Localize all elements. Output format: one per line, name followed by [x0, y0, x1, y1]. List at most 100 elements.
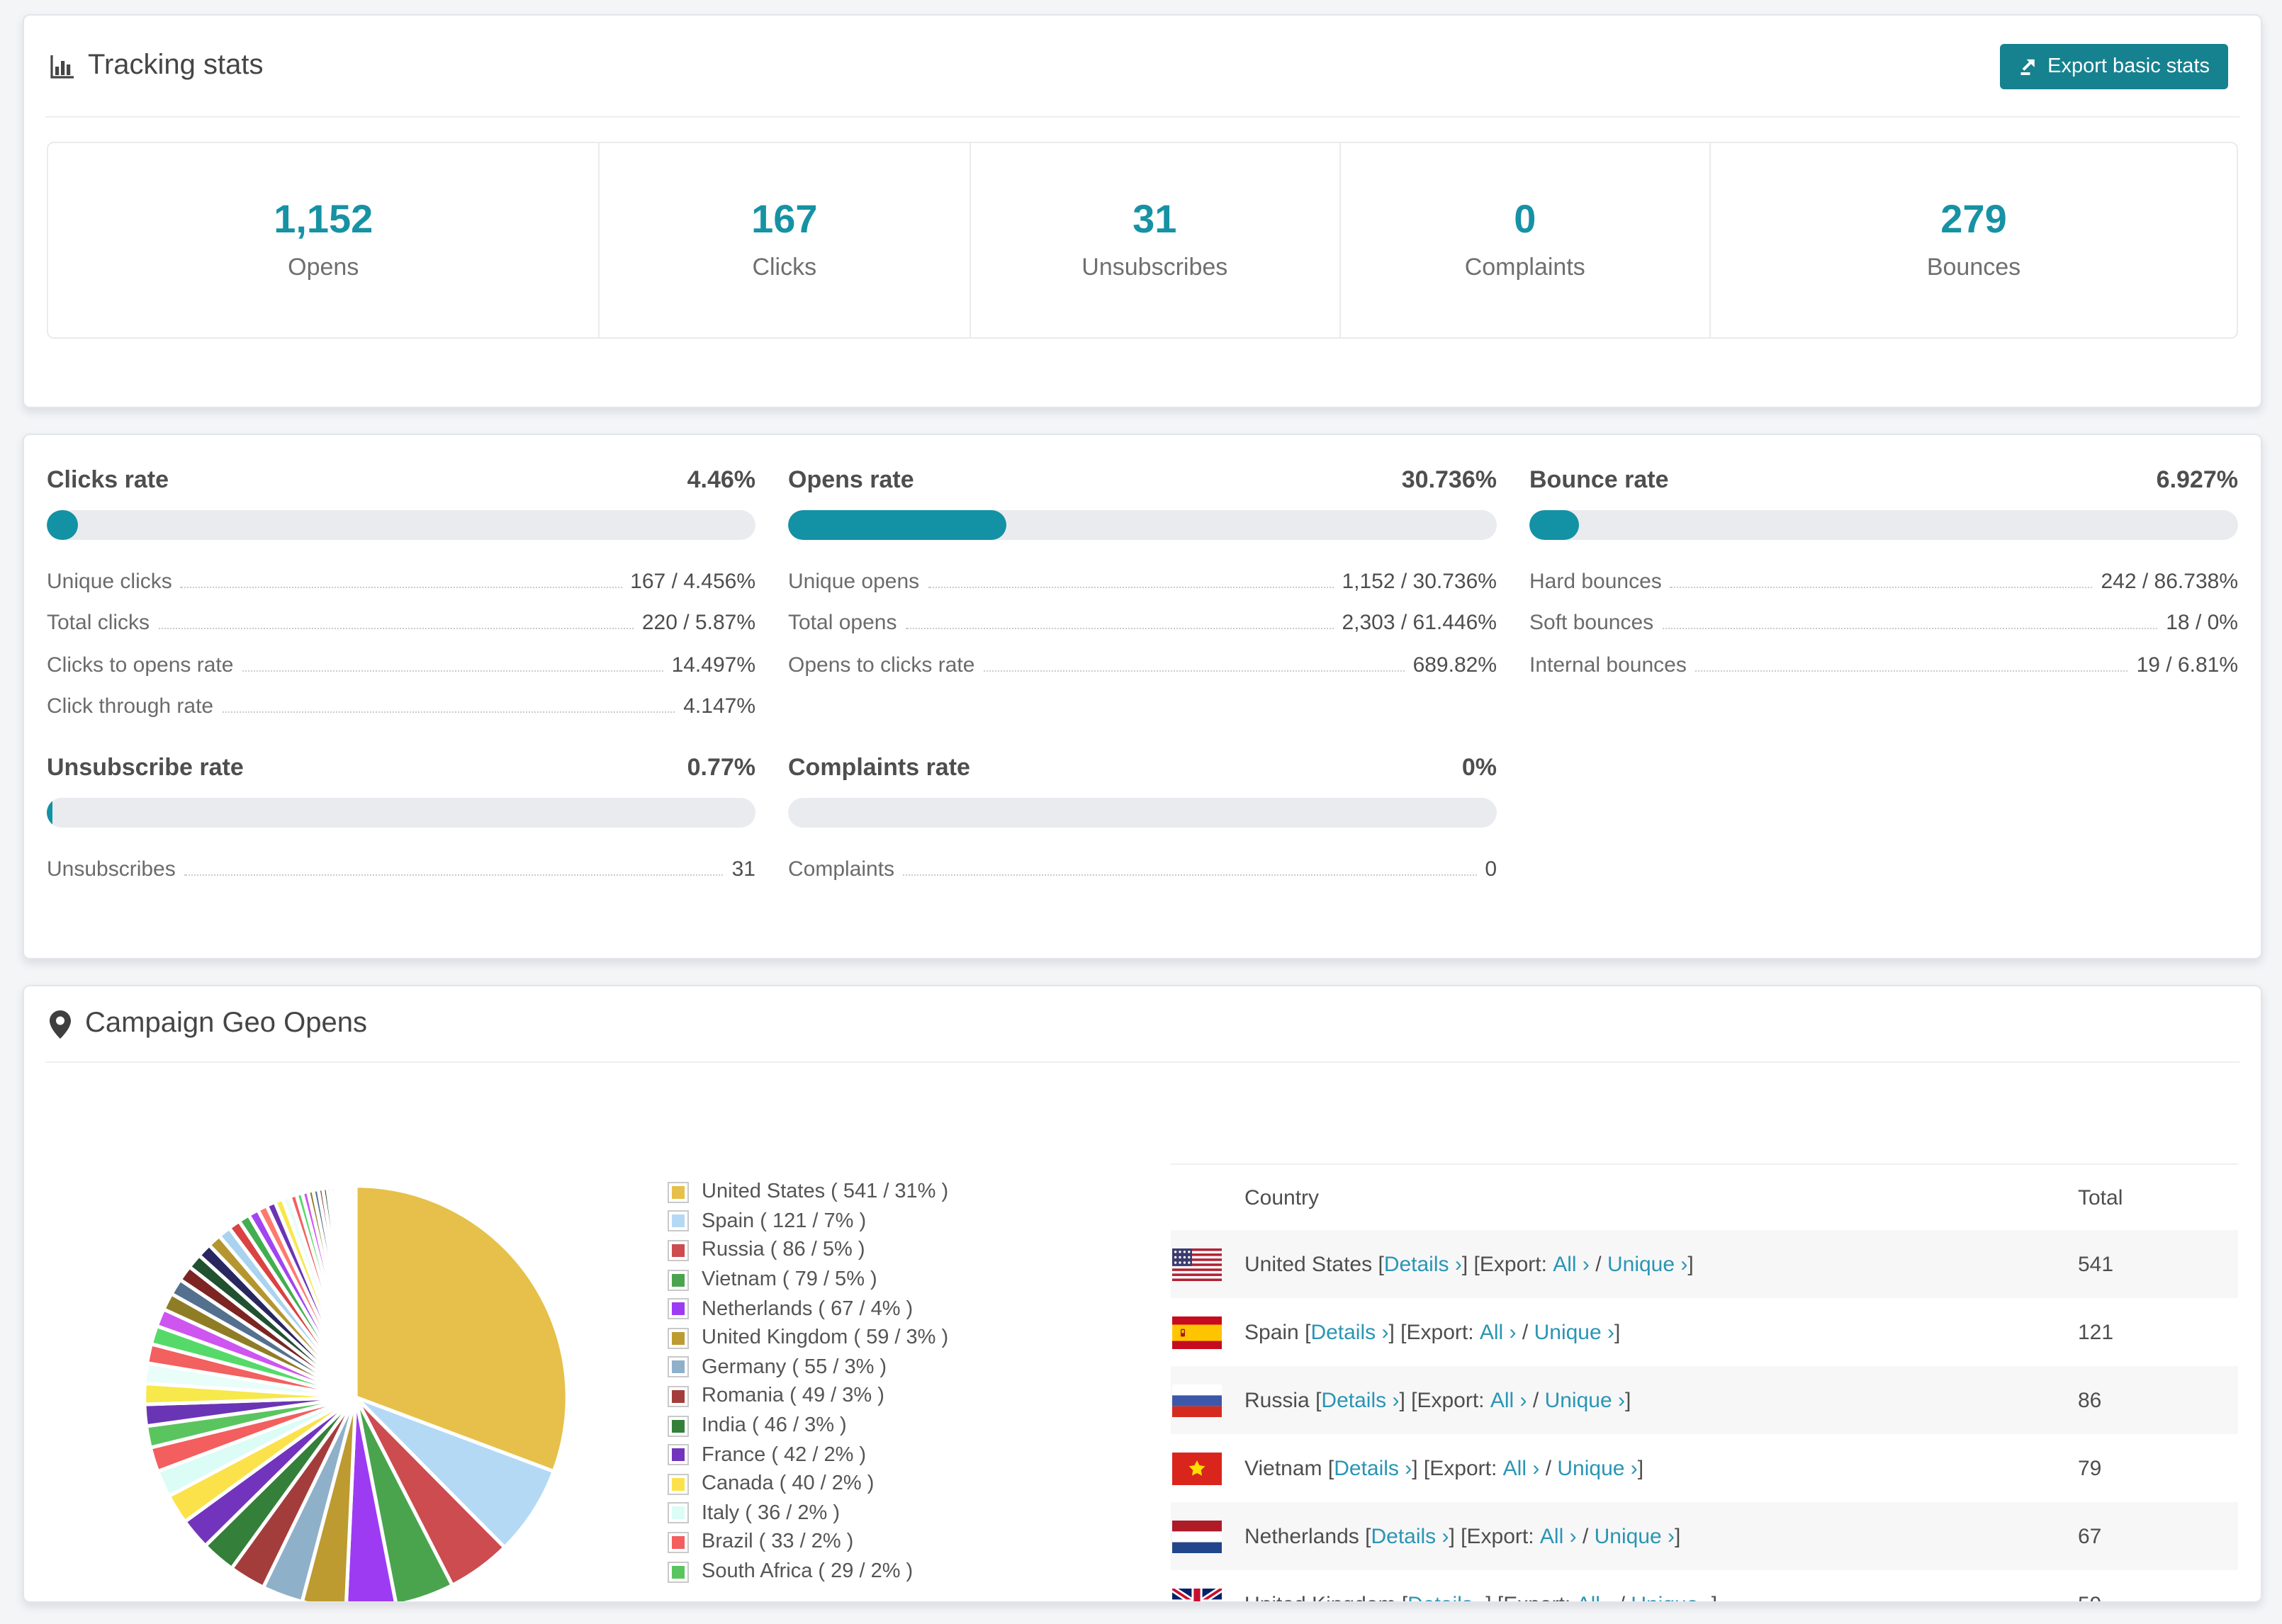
legend-label: Spain ( 121 / 7% ) [702, 1209, 867, 1233]
export-basic-stats-button[interactable]: Export basic stats [1999, 44, 2228, 89]
bar-chart-icon [50, 53, 75, 79]
export-all-link[interactable]: All › [1502, 1456, 1540, 1480]
rate-value: 4.46% [687, 466, 755, 493]
geo-table-row: Vietnam [Details ›] [Export: All › / Uni… [1171, 1434, 2238, 1502]
clicks-rate-progressbar [47, 510, 755, 540]
dotted-leader [184, 874, 724, 875]
legend-item[interactable]: France ( 42 / 2% ) [668, 1440, 948, 1470]
rate-detail-row: Hard bounces 242 / 86.738% [1529, 569, 2238, 593]
dotted-leader [983, 670, 1405, 671]
legend-swatch [668, 1298, 689, 1320]
legend-item[interactable]: Germany ( 55 / 3% ) [668, 1353, 948, 1382]
export-prefix: Export: [1406, 1320, 1480, 1344]
total-cell: 86 [2078, 1388, 2102, 1412]
legend-item[interactable]: Canada ( 40 / 2% ) [668, 1470, 948, 1499]
rate-title: Complaints rate [788, 754, 970, 781]
legend-item[interactable]: Netherlands ( 67 / 4% ) [668, 1295, 948, 1324]
rate-detail-row: Click through rate 4.147% [47, 694, 755, 718]
export-unique-link[interactable]: Unique › [1607, 1252, 1688, 1276]
map-pin-icon [50, 1010, 71, 1038]
legend-label: France ( 42 / 2% ) [702, 1443, 867, 1467]
stat-label: Bounces [1926, 254, 2021, 281]
legend-item[interactable]: South Africa ( 29 / 2% ) [668, 1557, 948, 1586]
legend-item[interactable]: United States ( 541 / 31% ) [668, 1178, 948, 1207]
export-unique-link[interactable]: Unique › [1544, 1388, 1625, 1412]
export-all-link[interactable]: All › [1577, 1592, 1614, 1601]
export-unique-link[interactable]: Unique › [1594, 1524, 1675, 1548]
details-link[interactable]: Details › [1407, 1592, 1485, 1601]
complaints-rate-progressbar [788, 798, 1497, 828]
geo-table-header: Country Total [1171, 1163, 2238, 1230]
stats-summary-box: 1,152 Opens 167 Clicks 31 Unsubscribes 0… [47, 142, 2238, 339]
legend-item[interactable]: Italy ( 36 / 2% ) [668, 1499, 948, 1528]
legend-item[interactable]: Russia ( 86 / 5% ) [668, 1236, 948, 1265]
legend-item[interactable]: Romania ( 49 / 3% ) [668, 1382, 948, 1411]
rate-detail-row: Soft bounces 18 / 0% [1529, 611, 2238, 635]
country-flag [1172, 1248, 1222, 1280]
country-cell: Vietnam [Details ›] [Export: All › / Uni… [1244, 1456, 1644, 1480]
legend-swatch [668, 1415, 689, 1437]
country-cell: United Kingdom [Details ›] [Export: All … [1244, 1592, 2078, 1601]
unsubscribe-rate-group: Unsubscribe rate 0.77% Unsubscribes 31 [47, 754, 755, 881]
legend-label: South Africa ( 29 / 2% ) [702, 1560, 914, 1584]
export-unique-link[interactable]: Unique › [1534, 1320, 1614, 1344]
dotted-leader [1662, 628, 2158, 629]
export-all-link[interactable]: All › [1490, 1388, 1527, 1412]
geo-opens-pie-chart[interactable] [133, 1175, 578, 1601]
legend-swatch [668, 1327, 689, 1349]
dotted-leader [1694, 670, 2128, 671]
country-name: Netherlands [1244, 1524, 1359, 1548]
rate-detail-row: Unsubscribes 31 [47, 857, 755, 881]
details-link[interactable]: Details › [1310, 1320, 1389, 1344]
legend-item[interactable]: Brazil ( 33 / 2% ) [668, 1528, 948, 1557]
rate-value: 0.77% [687, 754, 755, 781]
legend-swatch [668, 1210, 689, 1232]
legend-item[interactable]: Vietnam ( 79 / 5% ) [668, 1265, 948, 1295]
stat-box: 0 Complaints [1341, 143, 1712, 337]
legend-label: Netherlands ( 67 / 4% ) [702, 1297, 914, 1321]
export-unique-link[interactable]: Unique › [1557, 1456, 1638, 1480]
geo-table-row: Russia [Details ›] [Export: All › / Uniq… [1171, 1366, 2238, 1434]
stat-label: Clicks [752, 254, 817, 281]
legend-swatch [668, 1473, 689, 1495]
export-all-link[interactable]: All › [1553, 1252, 1590, 1276]
rates-panel: Clicks rate 4.46% Unique clicks 167 / 4.… [23, 434, 2262, 959]
geo-table-row: Spain [Details ›] [Export: All › / Uniqu… [1171, 1298, 2238, 1366]
stat-box: 167 Clicks [600, 143, 971, 337]
dotted-leader [1670, 586, 2093, 587]
rates-grid: Clicks rate 4.46% Unique clicks 167 / 4.… [24, 435, 2261, 881]
details-link[interactable]: Details › [1371, 1524, 1449, 1548]
rate-detail-row: Opens to clicks rate 689.82% [788, 653, 1497, 677]
country-cell: Russia [Details ›] [Export: All › / Uniq… [1244, 1388, 1631, 1412]
opens-rate-progressbar [788, 510, 1497, 540]
export-prefix: Export: [1429, 1456, 1503, 1480]
rate-detail-row: Clicks to opens rate 14.497% [47, 653, 755, 677]
bounce-rate-group: Bounce rate 6.927% Hard bounces 242 / 86… [1529, 466, 2238, 718]
export-all-link[interactable]: All › [1479, 1320, 1517, 1344]
total-column-header: Total [2078, 1185, 2123, 1209]
legend-item[interactable]: United Kingdom ( 59 / 3% ) [668, 1324, 948, 1353]
stat-value: 31 [1132, 197, 1177, 241]
legend-item[interactable]: India ( 46 / 3% ) [668, 1411, 948, 1440]
legend-swatch [668, 1444, 689, 1466]
geo-table-row: United Kingdom [Details ›] [Export: All … [1171, 1570, 2238, 1601]
stat-value: 167 [751, 197, 818, 241]
rate-detail-row: Unique opens 1,152 / 30.736% [788, 569, 1497, 593]
rate-value: 0% [1461, 754, 1497, 781]
total-cell: 121 [2078, 1320, 2114, 1344]
stat-box: 279 Bounces [1711, 143, 2237, 337]
details-link[interactable]: Details › [1321, 1388, 1400, 1412]
rate-title: Unsubscribe rate [47, 754, 244, 781]
total-cell: 67 [2078, 1524, 2102, 1548]
details-link[interactable]: Details › [1334, 1456, 1412, 1480]
legend-item[interactable]: Spain ( 121 / 7% ) [668, 1207, 948, 1236]
legend-label: United States ( 541 / 31% ) [702, 1180, 949, 1204]
export-unique-link[interactable]: Unique › [1631, 1592, 1711, 1601]
total-cell: 541 [2078, 1252, 2114, 1276]
tracking-stats-panel: Tracking stats Export basic stats 1,152 … [23, 14, 2262, 408]
details-link[interactable]: Details › [1383, 1252, 1462, 1276]
opens-rate-group: Opens rate 30.736% Unique opens 1,152 / … [788, 466, 1497, 718]
export-all-link[interactable]: All › [1539, 1524, 1577, 1548]
legend-swatch [668, 1385, 689, 1407]
